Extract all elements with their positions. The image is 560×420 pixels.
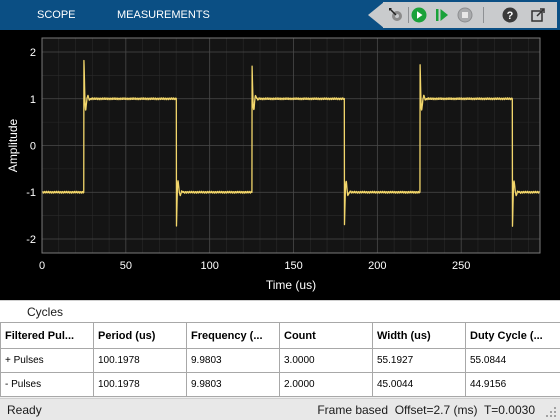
status-bar: Ready Frame based Offset=2.7 (ms) T=0.00… — [0, 398, 560, 420]
x-axis-label: Time (us) — [266, 278, 316, 292]
toolbar-separator — [483, 7, 484, 23]
column-header[interactable]: Duty Cycle (... — [465, 322, 560, 349]
table-cell: 44.9156 — [465, 372, 560, 397]
column-header[interactable]: Width (us) — [372, 322, 466, 349]
resize-grip-icon[interactable] — [545, 406, 557, 418]
table-cell: 100.1978 — [93, 372, 187, 397]
x-tick-label: 0 — [39, 260, 45, 272]
tab-measurements[interactable]: MEASUREMENTS — [117, 9, 210, 21]
tick-labels: 0 50 100 150 200 250 -2 -1 0 1 2 — [26, 47, 470, 272]
undock-icon[interactable] — [529, 6, 547, 24]
table-cell: 9.9803 — [186, 372, 280, 397]
y-tick-label: -1 — [26, 187, 36, 199]
status-frame-info: Frame based Offset=2.7 (ms) T=0.0030 — [317, 403, 535, 417]
table-header-row: Filtered Pul... Period (us) Frequency (.… — [0, 322, 560, 349]
table-cell: 55.0844 — [465, 348, 560, 373]
y-tick-label: 1 — [30, 94, 36, 106]
table-cell: 100.1978 — [93, 348, 187, 373]
signal-plot[interactable]: 0 50 100 150 200 250 -2 -1 0 1 2 Time (us) Amplitu… — [0, 30, 560, 300]
y-tick-label: -2 — [26, 234, 36, 246]
y-tick-label: 0 — [30, 141, 36, 153]
table-cell: 9.9803 — [186, 348, 280, 373]
tab-scope[interactable]: SCOPE — [37, 9, 76, 21]
table-row[interactable]: + Pulses 100.1978 9.9803 3.0000 55.1927 … — [0, 348, 560, 373]
table-cell: 55.1927 — [372, 348, 466, 373]
table-cell: 45.0044 — [372, 372, 466, 397]
scope-display: 0 50 100 150 200 250 -2 -1 0 1 2 Time (us) Amplitu… — [0, 30, 560, 300]
svg-text:?: ? — [507, 10, 514, 22]
y-tick-label: 2 — [30, 47, 36, 59]
trigger-settings-icon[interactable] — [387, 6, 405, 24]
cycles-title: Cycles — [27, 305, 64, 319]
cycles-table: Filtered Pul... Period (us) Frequency (.… — [0, 322, 560, 397]
table-cell: 3.0000 — [279, 348, 373, 373]
toolbar-separator — [408, 7, 409, 23]
table-row[interactable]: - Pulses 100.1978 9.9803 2.0000 45.0044 … — [0, 372, 560, 397]
grid — [41, 38, 540, 253]
help-icon[interactable]: ? — [501, 6, 519, 24]
table-cell: + Pulses — [0, 348, 94, 373]
table-cell: 2.0000 — [279, 372, 373, 397]
column-header[interactable]: Period (us) — [93, 322, 187, 349]
axes-frame — [41, 37, 541, 254]
column-header[interactable]: Count — [279, 322, 373, 349]
x-tick-label: 250 — [452, 260, 470, 272]
column-header[interactable]: Frequency (... — [186, 322, 280, 349]
table-cell: - Pulses — [0, 372, 94, 397]
column-header[interactable]: Filtered Pul... — [0, 322, 94, 349]
x-tick-label: 100 — [200, 260, 218, 272]
y-axis-label: Amplitude — [6, 119, 20, 173]
x-tick-label: 200 — [368, 260, 386, 272]
signal-line — [41, 59, 541, 227]
stop-icon[interactable] — [456, 6, 474, 24]
run-icon[interactable] — [410, 6, 428, 24]
cycles-panel-header: Cycles — [0, 300, 560, 322]
toolbar-notch — [368, 2, 384, 28]
toolstrip: SCOPE MEASUREMENTS — [0, 0, 560, 30]
status-text: Ready — [7, 403, 42, 417]
quick-access-toolbar: ? — [383, 2, 557, 28]
x-tick-label: 50 — [120, 260, 132, 272]
cycles-table-container: Filtered Pul... Period (us) Frequency (.… — [0, 322, 560, 398]
x-tick-label: 150 — [284, 260, 302, 272]
step-forward-icon[interactable] — [433, 6, 451, 24]
